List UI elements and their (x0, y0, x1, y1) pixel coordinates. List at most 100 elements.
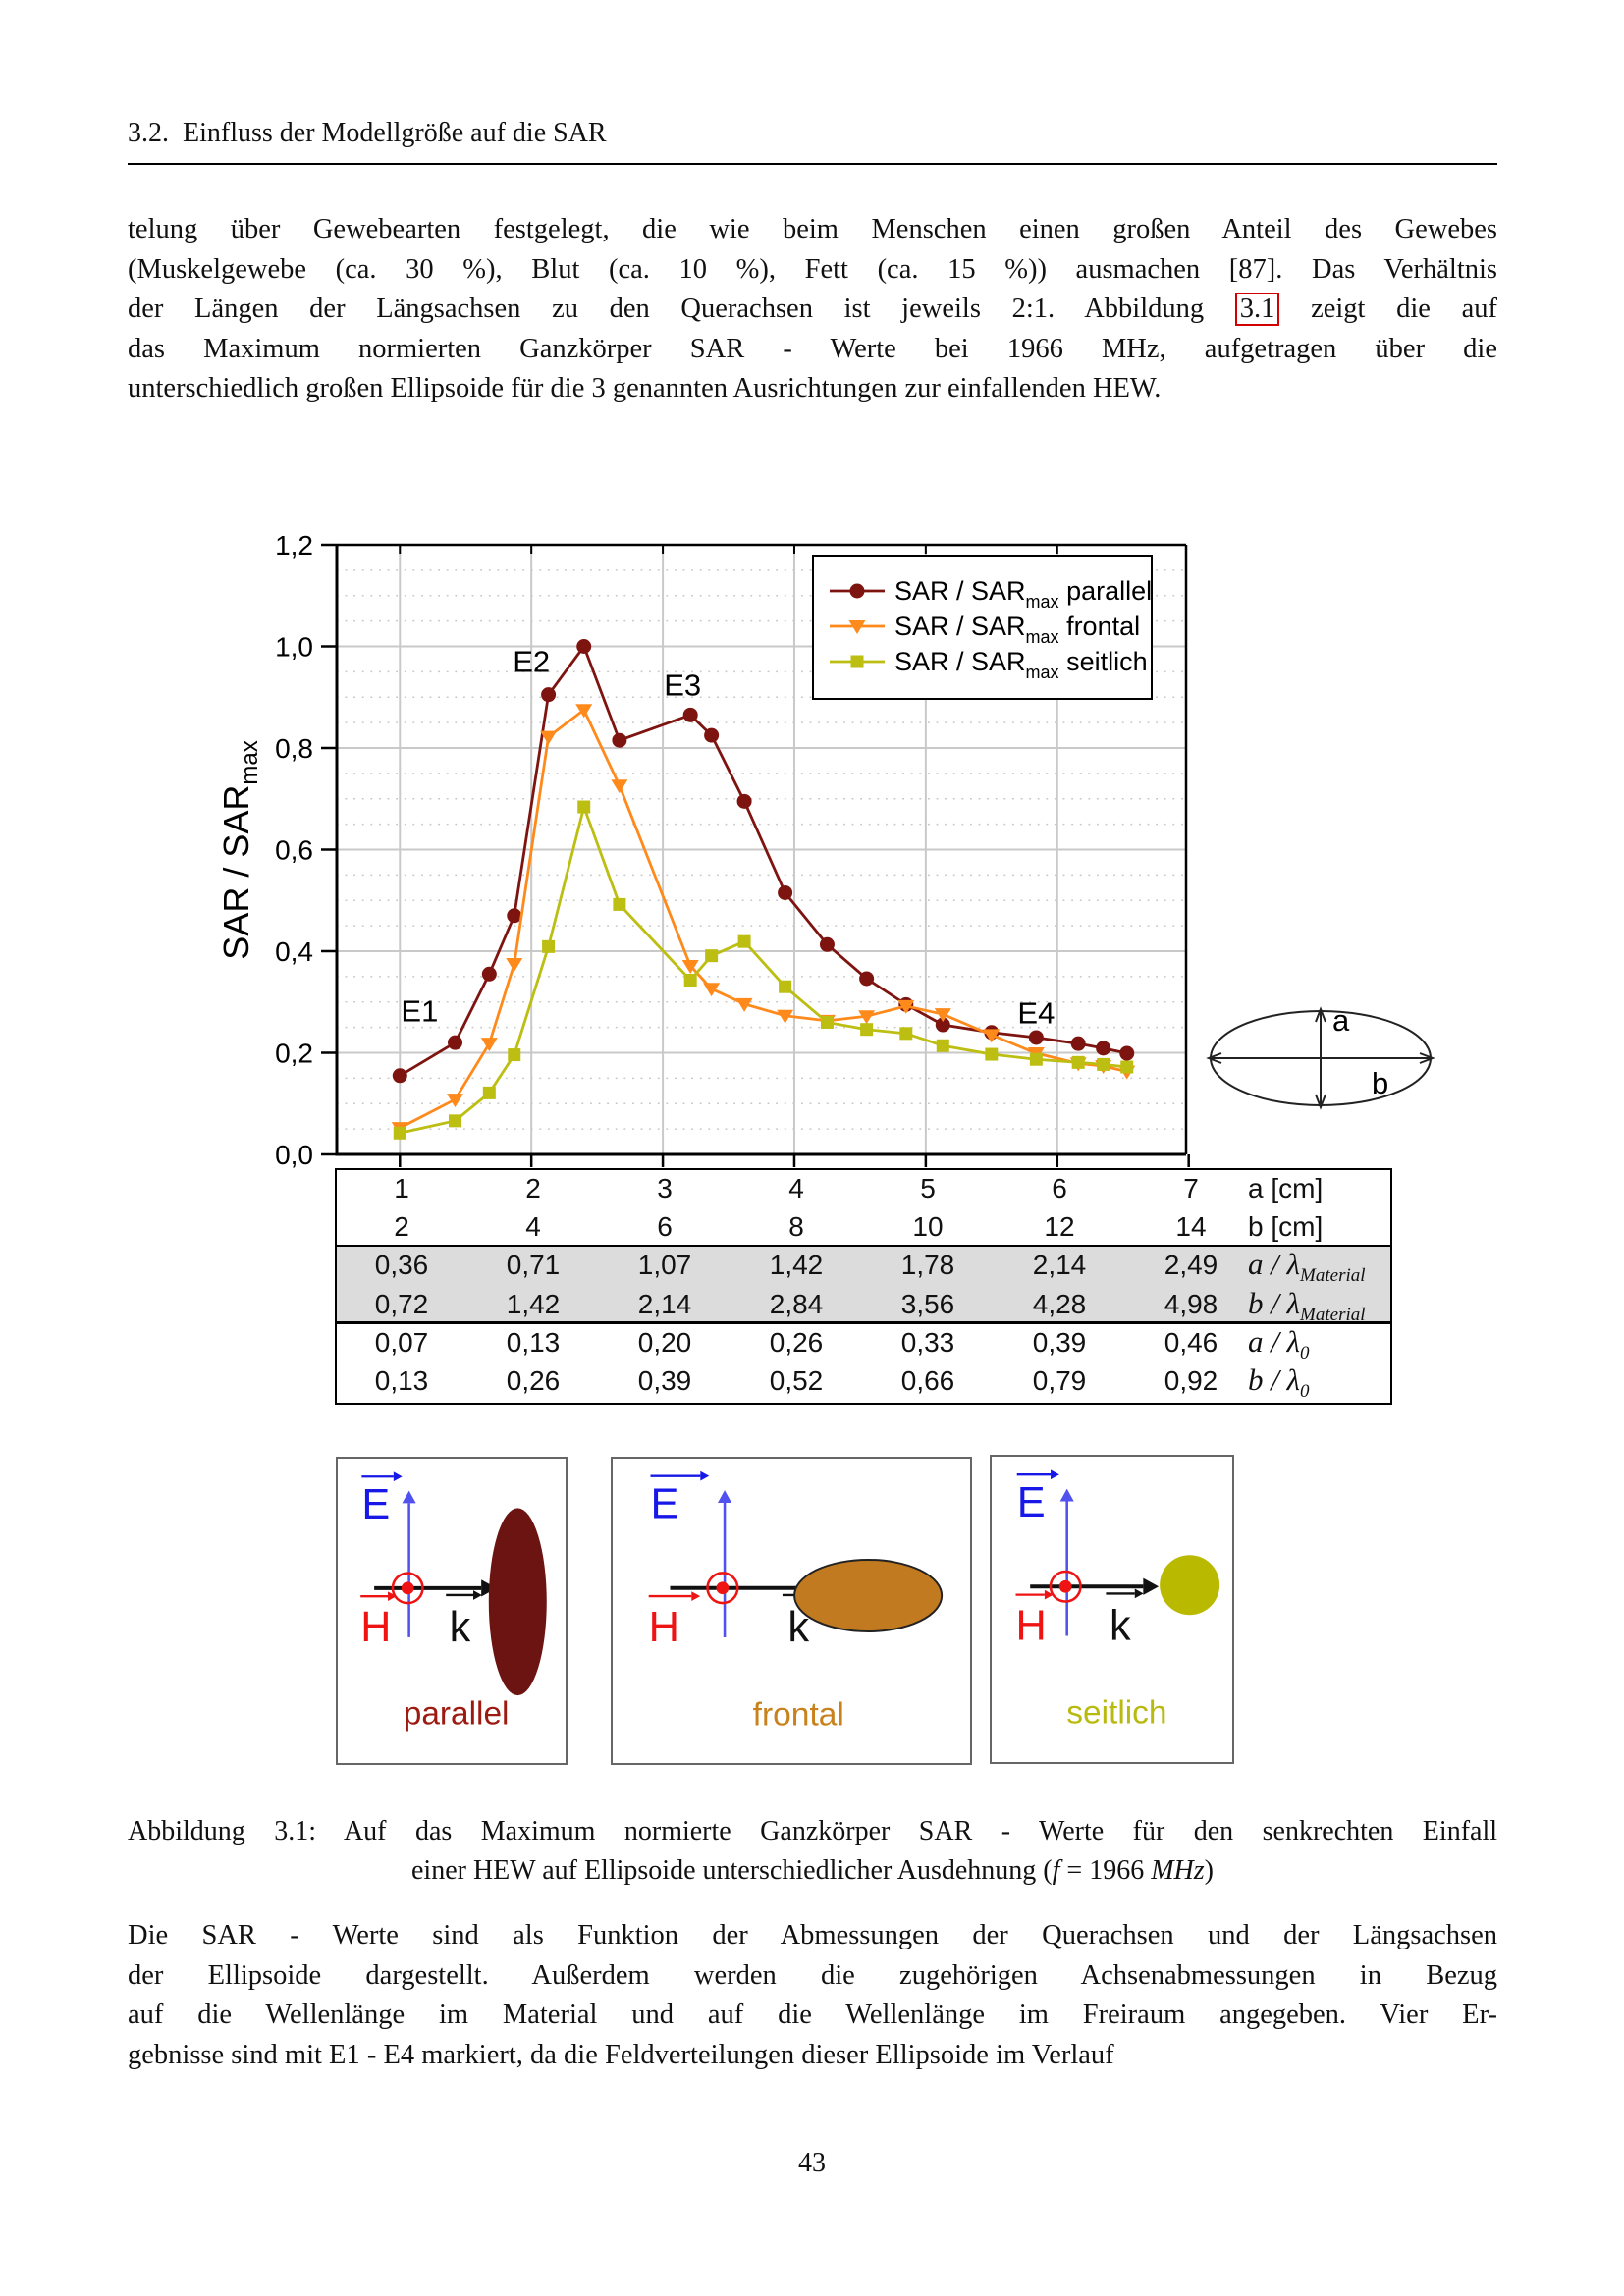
y-tick-label: 0,4 (275, 936, 313, 967)
paragraph-2: Die SAR - Werte sind als Funktion der Ab… (128, 1916, 1497, 2075)
diagram-label: seitlich (1066, 1695, 1166, 1732)
data-point (848, 620, 866, 634)
legend-label: SAR / SARmax parallel (894, 576, 1152, 612)
table-cell: 12 (1044, 1211, 1075, 1243)
vector-arrowhead (1059, 1488, 1074, 1502)
data-point (681, 960, 699, 975)
table-row-label: b / λ0 (1248, 1362, 1310, 1403)
section-title: Einfluss der Modellgröße auf die SAR (183, 118, 607, 148)
data-point (449, 1114, 462, 1128)
p1-line3: der Längen der Längsachsen zu den Querac… (128, 290, 1497, 330)
data-point (683, 973, 697, 987)
table-cell: 2,84 (769, 1288, 824, 1319)
data-point (778, 884, 793, 900)
table-row: 2 4 6 8 10 12 14 b [cm] (337, 1208, 1390, 1248)
h-out-of-page-circle (706, 1572, 739, 1605)
h-field-label: H (1016, 1602, 1047, 1649)
p1-line2: (Muskelgewebe (ca. 30 %), Blut (ca. 10 %… (128, 253, 1497, 285)
data-point (819, 936, 835, 952)
data-point (1120, 1060, 1134, 1074)
header-rule (128, 163, 1497, 165)
annotation-E1: E1 (401, 993, 438, 1028)
y-tick-label: 0,0 (275, 1140, 313, 1170)
diagram-canvas: E H k parallel (360, 1471, 547, 1733)
figure-reference-link[interactable]: 3.1 (1234, 293, 1280, 326)
h-out-of-page-circle (391, 1572, 424, 1605)
legend-label: SAR / SARmax seitlich (894, 647, 1148, 682)
h-out-of-page-circle (1049, 1570, 1082, 1603)
table-cell: 4 (525, 1211, 541, 1243)
table-cell: 4,98 (1164, 1288, 1218, 1319)
size-diagram: ab (1206, 1003, 1435, 1110)
vector-arrowhead (473, 1590, 482, 1600)
table-cell: 2 (525, 1173, 541, 1203)
table-cell: 0,33 (900, 1326, 955, 1358)
section-header: 3.2. Einfluss der Modellgröße auf die SA… (128, 118, 1497, 149)
legend-label: SAR / SARmax frontal (894, 612, 1140, 647)
table-row: 0,72 1,42 2,14 2,84 3,56 4,28 4,98 b / λMateria… (337, 1285, 1390, 1325)
data-point (507, 908, 522, 924)
data-point (613, 897, 626, 911)
table-cell: 0,39 (637, 1364, 692, 1396)
diagram-label: frontal (753, 1696, 844, 1733)
vector-arrowhead (402, 1490, 416, 1504)
page-number: 43 (798, 2148, 826, 2178)
data-point (682, 707, 698, 722)
table-cell: 6 (657, 1211, 673, 1243)
paragraph-1: telung über Gewebearten festgelegt, die … (128, 210, 1497, 409)
data-point (860, 1023, 874, 1037)
data-point (897, 999, 915, 1014)
vector-arrowhead (388, 1591, 397, 1602)
sar-chart: 0,0 0,2 0,4 0,6 0,8 1,0 1,2 SAR / SARmax E1 E2 E3 E… (216, 530, 1435, 1170)
table-cell: 2,14 (637, 1288, 692, 1319)
arrowhead-right (1419, 1052, 1435, 1064)
p1-line1: telung über Gewebearten festgelegt, die … (128, 214, 1497, 244)
table-row: 1 2 3 4 5 6 7 a [cm] (337, 1170, 1390, 1208)
table-cell: 2,14 (1032, 1250, 1087, 1281)
p2-line4: gebnisse sind mit E1 - E4 markiert, da d… (128, 2039, 1114, 2070)
data-point (392, 1068, 407, 1084)
data-point (934, 1008, 951, 1023)
ellipsoid-shape (1160, 1555, 1220, 1616)
data-point (482, 1086, 496, 1099)
table-cell: 3 (657, 1173, 673, 1203)
data-point (703, 983, 721, 997)
arrowhead-up (1315, 1006, 1326, 1023)
k-vector-label: k (450, 1604, 471, 1651)
p1-line3-post: zeigt die auf (1311, 294, 1498, 324)
table-row-label: a / λ0 (1248, 1323, 1310, 1363)
series-line (399, 802, 1127, 1135)
data-point (540, 730, 558, 745)
table-cell: 5 (920, 1173, 936, 1203)
data-point (447, 1094, 464, 1108)
data-point (481, 966, 497, 982)
h-field-label: H (360, 1604, 391, 1651)
table-cell: 0,36 (374, 1250, 429, 1281)
table-cell: 8 (788, 1211, 804, 1243)
table-cell: 1,42 (769, 1250, 824, 1281)
vector-arrowhead (718, 1490, 732, 1503)
y-tick-label: 1,2 (275, 530, 313, 561)
table-row-label: b / λMaterial (1248, 1285, 1366, 1325)
table-row: 0,13 0,26 0,39 0,52 0,66 0,79 0,92 b / λ0 (337, 1362, 1390, 1402)
table-cell: 0,07 (374, 1326, 429, 1358)
figure-caption: Abbildung 3.1: Auf das Maximum normierte… (128, 1812, 1497, 1891)
data-point (1028, 1030, 1044, 1045)
caption-line2: einer HEW auf Ellipsoide unterschiedlich… (411, 1855, 1214, 1886)
data-point (1119, 1045, 1135, 1061)
data-point (393, 1126, 406, 1140)
table-row-label: b [cm] (1248, 1211, 1324, 1243)
series-line (399, 643, 1128, 1077)
k-vector-label: k (1110, 1602, 1131, 1649)
a-axis-label: a (1332, 1003, 1350, 1038)
table-cell: 2,49 (1164, 1250, 1218, 1281)
data-point (577, 800, 591, 814)
table-cell: 0,71 (506, 1250, 561, 1281)
table-cell: 10 (912, 1211, 944, 1243)
table-cell: 14 (1175, 1211, 1207, 1243)
y-tick-label: 0,6 (275, 835, 313, 866)
data-point (575, 704, 593, 719)
table-cell: 0,52 (769, 1364, 824, 1396)
